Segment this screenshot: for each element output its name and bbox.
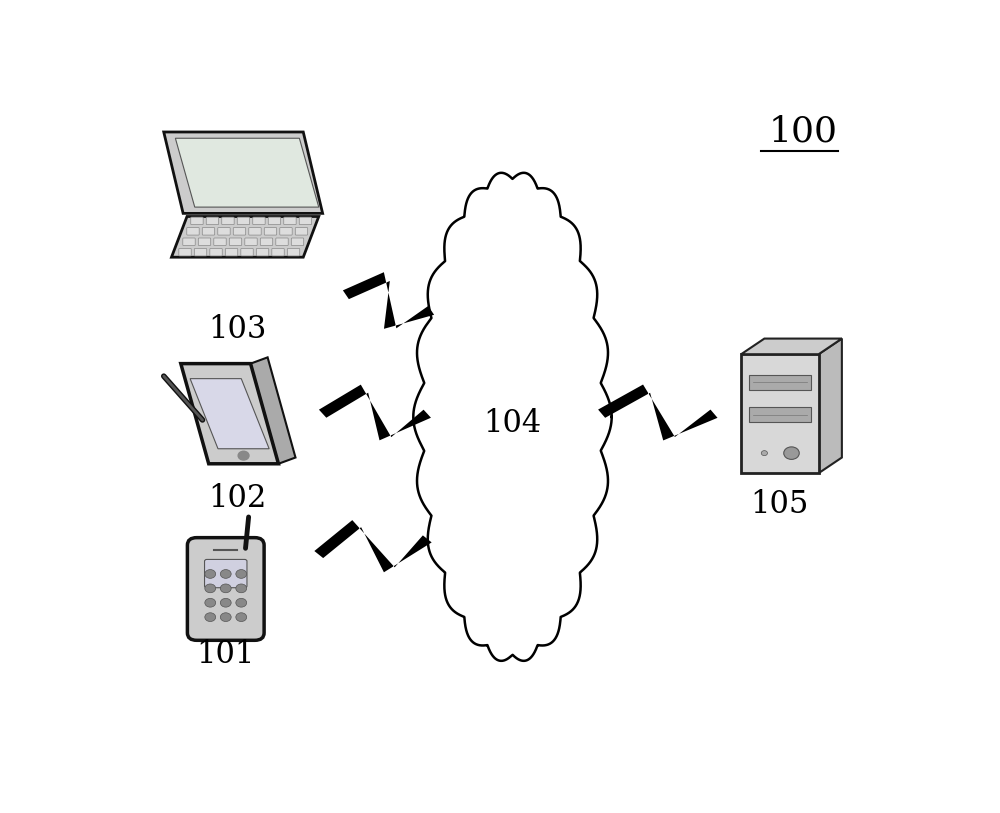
Circle shape	[220, 570, 231, 578]
FancyBboxPatch shape	[202, 228, 215, 235]
Polygon shape	[319, 385, 431, 441]
FancyBboxPatch shape	[198, 238, 211, 246]
Polygon shape	[741, 338, 842, 354]
Circle shape	[205, 613, 216, 621]
Polygon shape	[181, 363, 278, 463]
Polygon shape	[819, 338, 842, 473]
Polygon shape	[175, 138, 319, 207]
Text: 104: 104	[483, 407, 542, 438]
FancyBboxPatch shape	[222, 217, 234, 224]
FancyBboxPatch shape	[291, 238, 304, 246]
FancyBboxPatch shape	[214, 238, 226, 246]
FancyBboxPatch shape	[194, 249, 207, 256]
Text: 101: 101	[197, 639, 255, 670]
Circle shape	[236, 570, 247, 578]
Text: 102: 102	[208, 483, 267, 514]
FancyBboxPatch shape	[206, 217, 219, 224]
FancyBboxPatch shape	[741, 354, 819, 473]
Polygon shape	[251, 358, 296, 463]
FancyBboxPatch shape	[749, 375, 811, 390]
FancyBboxPatch shape	[210, 249, 222, 256]
FancyBboxPatch shape	[749, 407, 811, 423]
Circle shape	[761, 450, 767, 455]
FancyBboxPatch shape	[237, 217, 250, 224]
FancyBboxPatch shape	[268, 217, 281, 224]
Polygon shape	[314, 520, 432, 572]
FancyBboxPatch shape	[276, 238, 288, 246]
FancyBboxPatch shape	[229, 238, 242, 246]
Circle shape	[220, 613, 231, 621]
Circle shape	[236, 584, 247, 593]
Text: 100: 100	[769, 115, 838, 149]
FancyBboxPatch shape	[245, 238, 257, 246]
FancyBboxPatch shape	[295, 228, 308, 235]
FancyBboxPatch shape	[256, 249, 269, 256]
Polygon shape	[172, 216, 319, 257]
Circle shape	[205, 584, 216, 593]
FancyBboxPatch shape	[191, 217, 203, 224]
FancyBboxPatch shape	[218, 228, 230, 235]
FancyBboxPatch shape	[179, 249, 191, 256]
Circle shape	[236, 613, 247, 621]
Polygon shape	[190, 379, 269, 449]
Text: 105: 105	[751, 489, 809, 520]
Circle shape	[784, 447, 799, 459]
FancyBboxPatch shape	[225, 249, 238, 256]
Circle shape	[205, 598, 216, 607]
FancyBboxPatch shape	[253, 217, 265, 224]
Circle shape	[205, 570, 216, 578]
FancyBboxPatch shape	[280, 228, 292, 235]
FancyBboxPatch shape	[284, 217, 296, 224]
FancyBboxPatch shape	[299, 217, 312, 224]
Polygon shape	[164, 132, 323, 213]
FancyBboxPatch shape	[205, 559, 247, 588]
FancyBboxPatch shape	[260, 238, 273, 246]
Polygon shape	[413, 173, 612, 661]
FancyBboxPatch shape	[287, 249, 300, 256]
Circle shape	[220, 598, 231, 607]
Circle shape	[238, 451, 249, 460]
FancyBboxPatch shape	[187, 537, 264, 641]
FancyBboxPatch shape	[187, 228, 199, 235]
FancyBboxPatch shape	[183, 238, 195, 246]
Polygon shape	[343, 272, 434, 328]
Circle shape	[220, 584, 231, 593]
Circle shape	[236, 598, 247, 607]
FancyBboxPatch shape	[264, 228, 277, 235]
FancyBboxPatch shape	[241, 249, 253, 256]
FancyBboxPatch shape	[272, 249, 284, 256]
FancyBboxPatch shape	[233, 228, 246, 235]
Text: 103: 103	[208, 314, 267, 345]
FancyBboxPatch shape	[249, 228, 261, 235]
Polygon shape	[598, 385, 718, 441]
